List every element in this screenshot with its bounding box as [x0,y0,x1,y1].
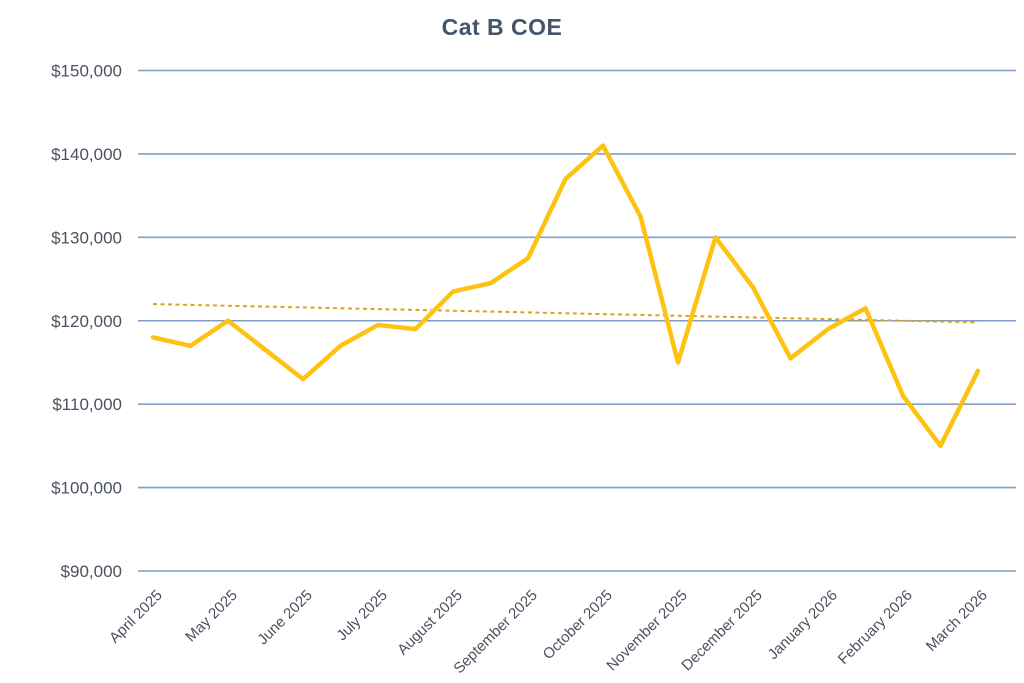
x-axis-tick-label: July 2025 [333,587,390,644]
x-axis-tick-label: August 2025 [394,587,466,659]
y-axis-tick-label: $150,000 [51,62,122,81]
y-axis-tick-label: $100,000 [51,479,122,498]
x-axis-tick-label: November 2025 [603,587,690,674]
y-axis-tick-label: $130,000 [51,228,122,247]
x-axis-tick-label: April 2025 [106,587,166,647]
y-axis-tick-label: $140,000 [51,145,122,164]
trendline [152,303,979,324]
x-axis-tick-label: December 2025 [678,587,765,674]
y-axis-tick-label: $120,000 [51,312,122,331]
chart-title: Cat B COE [441,14,563,40]
x-axis-tick-label: May 2025 [182,587,241,646]
x-axis-tick-label: October 2025 [540,587,616,663]
y-axis-tick-label: $90,000 [61,562,122,581]
x-axis-tick-label: February 2026 [835,587,916,668]
x-axis-tick-label: March 2026 [923,587,991,655]
y-axis-tick-label: $110,000 [52,395,122,414]
coe-price-series-line [150,143,981,449]
x-axis-tick-label: January 2026 [765,587,841,663]
x-axis-tick-label: June 2025 [254,587,316,649]
